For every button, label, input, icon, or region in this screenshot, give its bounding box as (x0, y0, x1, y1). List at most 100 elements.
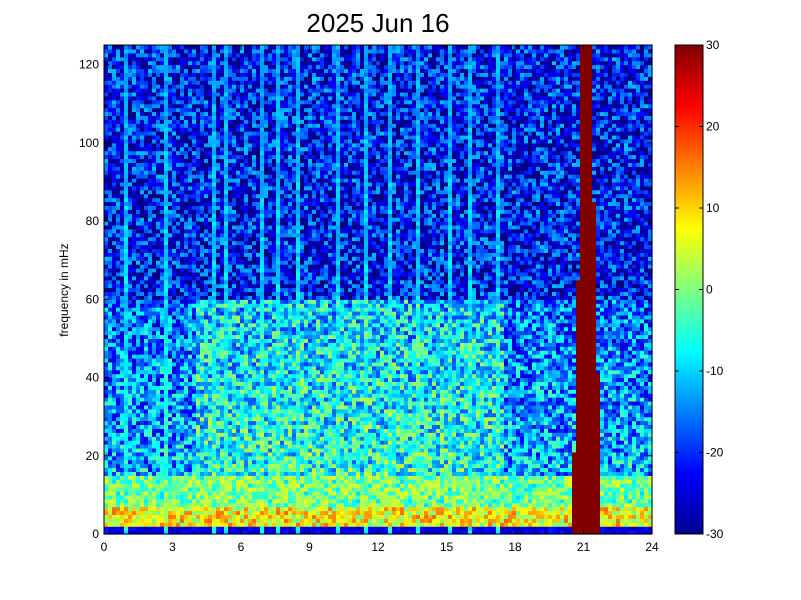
heatmap-cell (228, 162, 233, 167)
heatmap-cell (260, 60, 265, 66)
heatmap-cell (104, 350, 109, 355)
heatmap-cell (252, 279, 257, 285)
heatmap-cell (152, 244, 157, 250)
heatmap-cell (216, 248, 221, 253)
heatmap-cell (232, 381, 237, 386)
heatmap-cell (248, 95, 253, 101)
heatmap-cell (164, 436, 169, 441)
heatmap-cell (216, 444, 221, 449)
heatmap-cell (184, 467, 189, 473)
heatmap-cell (104, 264, 109, 269)
heatmap-cell (176, 84, 181, 89)
heatmap-cell (240, 404, 245, 410)
heatmap-cell (164, 64, 169, 70)
heatmap-cell (148, 295, 153, 300)
heatmap-cell (196, 68, 201, 73)
heatmap-cell (248, 397, 253, 402)
heatmap-cell (172, 185, 177, 191)
heatmap-cell (152, 134, 157, 140)
heatmap-cell (204, 385, 209, 390)
heatmap-cell (220, 404, 225, 410)
heatmap-cell (176, 99, 181, 105)
heatmap-cell (260, 264, 265, 269)
heatmap-cell (248, 322, 253, 328)
heatmap-cell (108, 381, 113, 386)
heatmap-cell (124, 178, 129, 183)
heatmap-cell (140, 475, 145, 480)
heatmap-cell (180, 224, 185, 230)
heatmap-cell (220, 318, 225, 324)
heatmap-cell (176, 475, 181, 480)
heatmap-cell (120, 158, 125, 163)
heatmap-cell (144, 428, 149, 433)
heatmap-cell (208, 142, 213, 148)
heatmap-cell (168, 400, 173, 406)
heatmap-cell (252, 463, 257, 469)
heatmap-cell (112, 138, 117, 144)
heatmap-cell (228, 428, 233, 433)
heatmap-cell (104, 291, 109, 296)
heatmap-cell (240, 475, 245, 480)
heatmap-cell (208, 138, 213, 144)
heatmap-cell (124, 357, 129, 363)
heatmap-cell (128, 326, 133, 332)
heatmap-cell (208, 393, 213, 398)
heatmap-cell (192, 45, 197, 50)
heatmap-cell (248, 56, 253, 62)
heatmap-cell (112, 385, 117, 390)
heatmap-cell (236, 248, 241, 253)
heatmap-cell (140, 334, 145, 339)
heatmap-cell (112, 99, 117, 105)
heatmap-cell (144, 303, 149, 308)
heatmap-cell (192, 256, 197, 261)
heatmap-cell (240, 154, 245, 160)
heatmap-cell (104, 123, 109, 128)
heatmap-cell (212, 479, 217, 484)
heatmap-cell (248, 463, 253, 469)
heatmap-cell (120, 447, 125, 453)
heatmap-cell (132, 432, 137, 437)
heatmap-cell (152, 115, 157, 120)
heatmap-cell (192, 267, 197, 273)
heatmap-cell (228, 322, 233, 328)
heatmap-cell (232, 209, 237, 214)
heatmap-cell (256, 326, 261, 332)
heatmap-cell (112, 514, 117, 519)
heatmap-cell (248, 64, 253, 70)
heatmap-cell (148, 420, 153, 426)
heatmap-cell (204, 221, 209, 226)
heatmap-cell (236, 471, 241, 476)
heatmap-cell (220, 158, 225, 163)
heatmap-cell (104, 232, 109, 238)
heatmap-cell (228, 334, 233, 339)
heatmap-cell (120, 271, 125, 277)
heatmap-cell (140, 146, 145, 152)
heatmap-cell (224, 279, 229, 285)
heatmap-cell (204, 373, 209, 379)
heatmap-cell (260, 459, 265, 465)
heatmap-cell (212, 166, 217, 171)
heatmap-cell (104, 377, 109, 383)
heatmap-cell (128, 279, 133, 285)
heatmap-cell (224, 424, 229, 429)
heatmap-cell (104, 514, 109, 519)
heatmap-cell (120, 490, 125, 496)
heatmap-cell (132, 338, 137, 343)
heatmap-cell (120, 338, 125, 343)
heatmap-cell (112, 342, 117, 347)
heatmap-cell (200, 420, 205, 426)
heatmap-cell (156, 416, 161, 422)
heatmap-cell (236, 428, 241, 433)
heatmap-cell (236, 467, 241, 473)
heatmap-cell (224, 369, 229, 375)
heatmap-cell (240, 510, 245, 516)
heatmap-cell (232, 412, 237, 418)
heatmap-cell (216, 244, 221, 250)
heatmap-cell (200, 397, 205, 402)
heatmap-cell (252, 217, 257, 222)
heatmap-cell (188, 197, 193, 203)
heatmap-cell (256, 209, 261, 214)
heatmap-cell (252, 385, 257, 390)
heatmap-cell (164, 483, 169, 488)
heatmap-cell (124, 111, 129, 117)
